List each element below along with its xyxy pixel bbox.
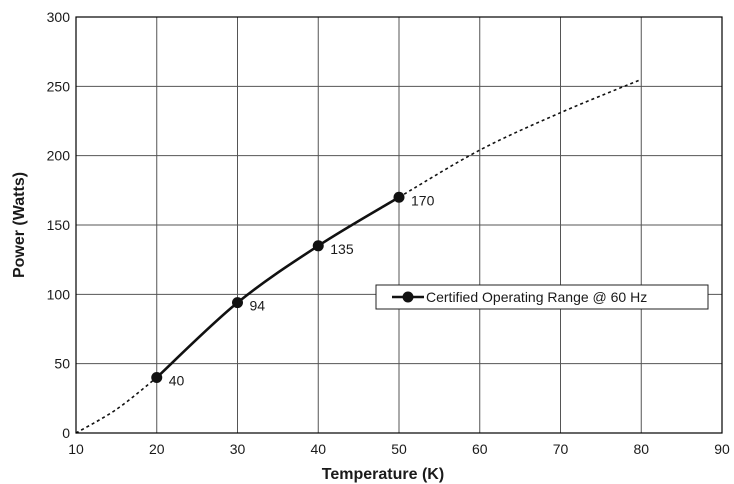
y-axis-title: Power (Watts) [11, 172, 28, 278]
data-label-layer: 40 94 135 170 [169, 192, 435, 388]
legend: Certified Operating Range @ 60 Hz [375, 284, 709, 310]
marker-layer [151, 191, 405, 384]
x-axis-ticks: 10 20 30 40 50 60 70 80 90 [68, 441, 730, 457]
legend-marker-swatch [402, 291, 414, 303]
extrapolated-series-line [398, 78, 642, 198]
data-point-marker [393, 191, 405, 203]
data-point-label: 40 [169, 373, 185, 389]
extrapolated-series-line [75, 376, 158, 434]
x-tick-label: 90 [714, 441, 730, 457]
x-tick-label: 60 [472, 441, 488, 457]
x-tick-label: 20 [149, 441, 165, 457]
x-tick-label: 70 [553, 441, 569, 457]
y-tick-label: 150 [47, 217, 71, 233]
x-axis-title: Temperature (K) [322, 466, 444, 483]
data-point-label: 170 [411, 192, 435, 208]
data-point-label: 135 [330, 241, 354, 257]
x-tick-label: 40 [310, 441, 326, 457]
x-tick-label: 30 [230, 441, 246, 457]
series-layer [75, 78, 642, 434]
y-tick-label: 50 [54, 356, 70, 372]
data-point-marker [312, 240, 324, 252]
data-point-label: 94 [250, 298, 266, 314]
x-tick-label: 50 [391, 441, 407, 457]
legend-label: Certified Operating Range @ 60 Hz [426, 289, 647, 305]
legend-box [375, 284, 709, 310]
plot-frame [75, 16, 723, 434]
y-tick-label: 300 [47, 9, 71, 25]
y-tick-label: 200 [47, 148, 71, 164]
x-tick-label: 10 [68, 441, 84, 457]
y-tick-label: 0 [62, 425, 70, 441]
y-tick-label: 100 [47, 286, 71, 302]
operating-range-series-line [155, 196, 400, 379]
x-tick-label: 80 [633, 441, 649, 457]
grid [75, 16, 723, 434]
y-axis-ticks: 0 50 100 150 200 250 300 [47, 9, 71, 441]
data-point-marker [232, 297, 243, 309]
data-point-marker [151, 372, 163, 384]
y-tick-label: 250 [47, 78, 71, 94]
